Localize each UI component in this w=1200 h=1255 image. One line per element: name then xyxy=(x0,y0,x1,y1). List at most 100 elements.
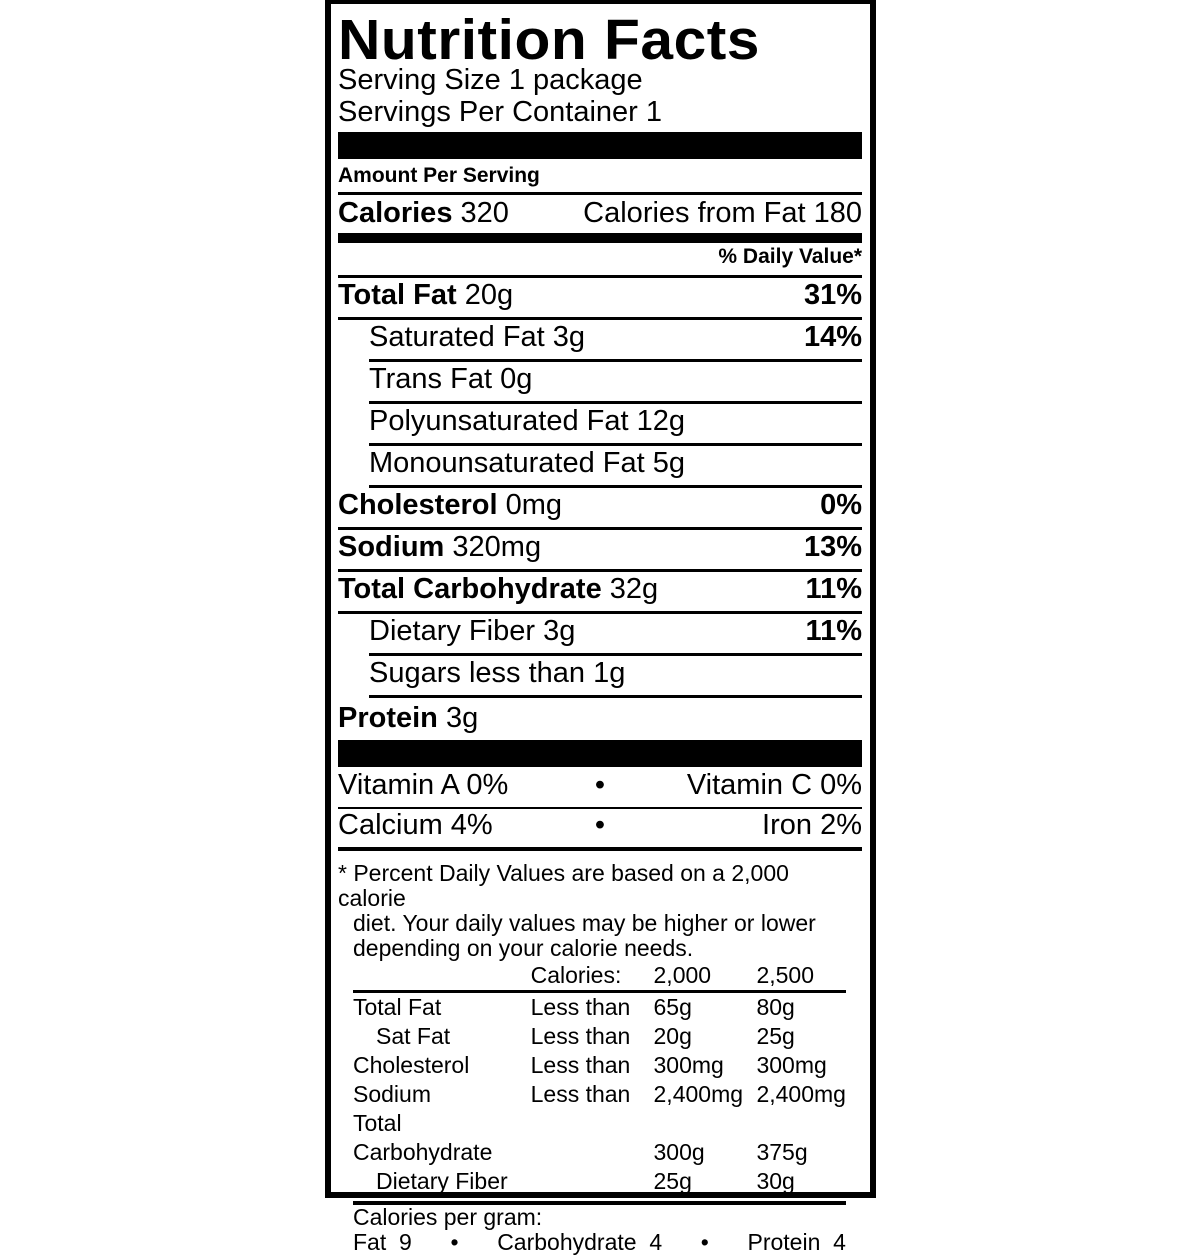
nutrient-row: Monounsaturated Fat 5g xyxy=(369,446,862,488)
dv-table-cell: Less than xyxy=(530,994,631,1020)
bullet: • xyxy=(450,1229,459,1255)
nutrient-label: Protein xyxy=(338,702,438,734)
daily-value-header: % Daily Value* xyxy=(338,243,862,278)
nutrient-amount: 3g xyxy=(543,615,576,647)
nutrient-amount: 32g xyxy=(609,573,659,605)
dv-table-cell: 80g xyxy=(756,994,795,1020)
nutrient-label: Monounsaturated Fat xyxy=(369,447,645,479)
nutrient-daily-value: 11% xyxy=(805,615,862,647)
dv-table-row: Cholesterol Less than 300mg 300mg xyxy=(353,1051,846,1080)
dv-table-cell: Less than xyxy=(530,1023,631,1049)
dv-table-cell: Less than xyxy=(530,1052,631,1078)
dv-table-cell: Total Carbohydrate xyxy=(353,1110,493,1165)
nutrient-daily-value: 0% xyxy=(820,489,862,521)
nutrient-label: Total Fat xyxy=(338,279,457,311)
nutrient-amount: 5g xyxy=(652,447,685,479)
dv-table-row: Sodium Less than 2,400mg 2,400mg xyxy=(353,1080,846,1109)
nutrient-amount: 12g xyxy=(636,405,685,437)
cpg-carbohydrate: Carbohydrate 4 xyxy=(497,1229,663,1255)
nutrient-row: Total Fat 20g 31% xyxy=(338,278,862,320)
nutrient-label: Sugars xyxy=(369,657,461,689)
footnote: * Percent Daily Values are based on a 2,… xyxy=(338,861,862,961)
nutrient-amount: 3g xyxy=(445,702,479,734)
dv-table-cell: Less than xyxy=(530,1081,631,1107)
footnote-line: diet. Your daily values may be higher or… xyxy=(353,910,816,936)
footnote-line: depending on your calorie needs. xyxy=(353,935,694,961)
nutrient-amount: 0mg xyxy=(505,489,563,521)
dv-table-cell: 65g xyxy=(653,994,692,1020)
dv-table-cell: 25g xyxy=(756,1023,795,1049)
nutrient-amount: less than 1g xyxy=(468,657,626,689)
calories-row: Calories 320 Calories from Fat 180 xyxy=(338,195,862,233)
nutrient-label: Sodium xyxy=(338,531,445,563)
dv-table-row: Calories: 2,000 2,500 xyxy=(353,961,846,993)
nutrient-label: Polyunsaturated Fat xyxy=(369,405,629,437)
nutrient-daily-value: 13% xyxy=(803,531,862,563)
nutrient-amount: 3g xyxy=(552,321,586,353)
nutrient-daily-value: 11% xyxy=(805,573,862,605)
thick-divider xyxy=(338,740,862,767)
calories-per-gram: Calories per gram: Fat 9 • Carbohydrate … xyxy=(353,1205,846,1255)
nutrient-amount: 320mg xyxy=(452,531,542,563)
nutrition-facts-label: Nutrition Facts Serving Size 1 package S… xyxy=(325,0,876,1255)
dv-table-cell: 2,400mg xyxy=(756,1081,846,1107)
amount-per-serving: Amount Per Serving xyxy=(338,159,862,195)
dv-table-cell: Sodium xyxy=(353,1081,431,1107)
calories-per-gram-label: Calories per gram: xyxy=(353,1204,543,1230)
dv-table-cell: 2,000 xyxy=(653,961,757,993)
daily-value-header-text: % Daily Value* xyxy=(718,245,862,268)
dv-table-cell xyxy=(530,1167,654,1205)
footnote-line: * Percent Daily Values are based on a 2,… xyxy=(338,860,789,911)
serving-size: Serving Size 1 package xyxy=(338,64,643,96)
dv-table-cell: 30g xyxy=(756,1167,846,1205)
label-title: Nutrition Facts xyxy=(338,8,760,72)
dv-table-row: Dietary Fiber 25g 30g xyxy=(353,1167,846,1205)
dv-table-cell: Calories: xyxy=(530,961,654,993)
nutrient-row: Total Carbohydrate 32g 11% xyxy=(338,572,862,614)
dv-table-cell xyxy=(353,961,531,993)
cpg-protein: Protein 4 xyxy=(747,1229,846,1255)
vitamin-row: Calcium 4% • Iron 2% xyxy=(338,809,862,851)
vitamin-item: Iron 2% xyxy=(762,809,862,841)
nutrient-amount: 20g xyxy=(464,279,514,311)
dv-table-row: Total Carbohydrate 300g 375g xyxy=(353,1109,846,1167)
dv-table-cell: 300mg xyxy=(756,1052,827,1078)
nutrient-row: Polyunsaturated Fat 12g xyxy=(369,404,862,446)
dv-table-cell: 2,400mg xyxy=(653,1081,744,1107)
daily-values-table: Calories: 2,000 2,500 Total Fat Less than 65g… xyxy=(353,961,846,1205)
dv-table-cell xyxy=(531,1109,654,1167)
nutrient-label: Saturated Fat xyxy=(369,321,545,353)
nutrient-row: Sodium 320mg 13% xyxy=(338,530,862,572)
dv-table-row: Total Fat Less than 65g 80g xyxy=(353,992,846,1023)
nutrient-row: Protein 3g xyxy=(338,698,862,740)
calories-from-fat: Calories from Fat 180 xyxy=(583,197,862,229)
dv-table-row: Sat Fat Less than 20g 25g xyxy=(353,1022,846,1051)
vitamin-item: Vitamin A 0% xyxy=(338,769,509,801)
nutrient-label: Trans Fat xyxy=(369,363,493,395)
nutrient-row: Saturated Fat 3g 14% xyxy=(369,320,862,362)
servings-per-container: Servings Per Container 1 xyxy=(338,96,662,128)
nutrient-daily-value: 31% xyxy=(803,279,862,311)
dv-table-cell: 25g xyxy=(653,1167,757,1205)
vitamin-item: Vitamin C 0% xyxy=(686,769,862,801)
nutrient-label: Dietary Fiber xyxy=(369,615,535,647)
dv-table-cell: 300mg xyxy=(653,1052,724,1078)
dv-table-cell: Cholesterol xyxy=(353,1052,470,1078)
nutrient-amount: 0g xyxy=(500,363,533,395)
nutrient-label: Total Carbohydrate xyxy=(338,573,602,605)
nutrient-row: Trans Fat 0g xyxy=(369,362,862,404)
nutrient-row: Cholesterol 0mg 0% xyxy=(338,488,862,530)
dv-table-cell: Sat Fat xyxy=(376,1023,451,1049)
calories-value: 320 xyxy=(460,197,509,229)
medium-divider xyxy=(338,233,862,243)
nutrient-row: Sugars less than 1g xyxy=(369,656,862,698)
bullet: • xyxy=(594,809,606,841)
thick-divider xyxy=(338,132,862,159)
dv-table-cell: 20g xyxy=(653,1023,692,1049)
nutrient-daily-value: 14% xyxy=(803,321,862,353)
amount-per-serving-text: Amount Per Serving xyxy=(338,164,540,187)
dv-table-cell: 375g xyxy=(756,1139,808,1165)
dv-table-cell: 300g xyxy=(653,1139,705,1165)
calories-label: Calories xyxy=(338,197,453,229)
dv-table-cell: Total Fat xyxy=(353,994,442,1020)
